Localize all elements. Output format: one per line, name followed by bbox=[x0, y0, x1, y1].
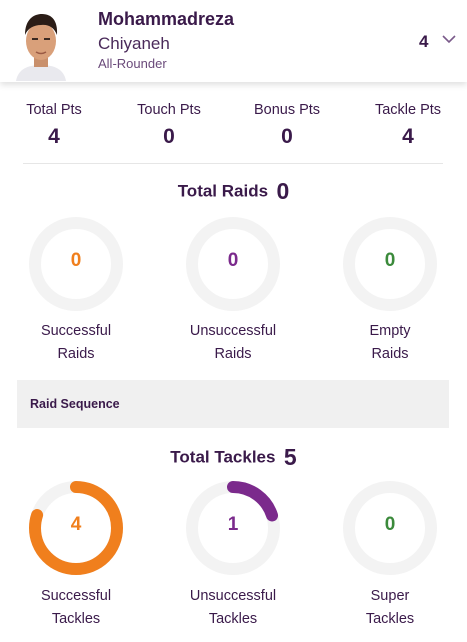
touch-pts-stat: Touch Pts 0 bbox=[128, 102, 210, 149]
caption-line: Successful bbox=[40, 323, 112, 339]
section-total: 0 bbox=[276, 178, 290, 204]
stat-value: 4 bbox=[402, 125, 414, 148]
donut-arc bbox=[186, 481, 280, 575]
divider bbox=[23, 163, 443, 164]
tackle-pts-stat: Tackle Pts 4 bbox=[366, 102, 450, 149]
caption-line: Raids bbox=[57, 346, 95, 362]
chevron-down-icon[interactable] bbox=[441, 32, 457, 50]
donut-ring bbox=[343, 481, 437, 575]
caption-line: Raids bbox=[214, 346, 252, 362]
unsuccessful-raids-donut: 0 bbox=[183, 214, 283, 314]
raid-sequence-panel[interactable]: Raid Sequence bbox=[17, 380, 449, 428]
empty-raids-caption: Empty Raids bbox=[330, 320, 450, 366]
super-tackles-donut: 0 bbox=[340, 478, 440, 578]
stat-label: Touch Pts bbox=[137, 102, 201, 118]
successful-tackles-caption: Successful Tackles bbox=[16, 585, 136, 631]
donut-value: 1 bbox=[227, 514, 239, 535]
unsuccessful-tackles-caption: Unsuccessful Tackles bbox=[173, 585, 293, 631]
successful-tackles-donut: 4 bbox=[26, 478, 126, 578]
caption-line: Tackles bbox=[208, 611, 258, 627]
points-row: Total Pts 4 Touch Pts 0 Bonus Pts 0 Tack… bbox=[0, 102, 467, 154]
stat-label: Tackle Pts bbox=[374, 102, 442, 118]
total-tackles-heading: Total Tackles 5 bbox=[0, 444, 467, 471]
total-raids-heading: Total Raids 0 bbox=[0, 178, 467, 205]
donut-value: 4 bbox=[70, 514, 82, 535]
caption-line: Super bbox=[370, 588, 410, 604]
player-last-name: Chiyaneh bbox=[98, 34, 170, 53]
donut-value: 0 bbox=[384, 250, 396, 271]
donut-ring bbox=[186, 481, 280, 575]
empty-raids-donut: 0 bbox=[340, 214, 440, 314]
section-total: 5 bbox=[283, 444, 297, 470]
section-title: Total Tackles bbox=[170, 447, 276, 467]
unsuccessful-raids-caption: Unsuccessful Raids bbox=[173, 320, 293, 366]
donut-value: 0 bbox=[227, 250, 239, 271]
section-title: Total Raids bbox=[177, 181, 269, 201]
caption-line: Empty bbox=[369, 323, 411, 339]
player-header: Mohammadreza Chiyaneh All-Rounder 4 bbox=[0, 0, 467, 82]
raid-sequence-label: Raid Sequence bbox=[30, 397, 120, 411]
stat-label: Bonus Pts bbox=[253, 102, 321, 118]
caption-line: Tackles bbox=[51, 611, 101, 627]
player-first-name: Mohammadreza bbox=[98, 9, 235, 29]
donut-ring bbox=[29, 481, 123, 575]
donut-ring bbox=[29, 217, 123, 311]
stat-value: 4 bbox=[48, 125, 60, 148]
caption-line: Tackles bbox=[365, 611, 415, 627]
stat-label: Total Pts bbox=[26, 102, 82, 118]
caption-line: Successful bbox=[40, 588, 112, 604]
caption-line: Unsuccessful bbox=[189, 323, 277, 339]
donut-value: 0 bbox=[70, 250, 82, 271]
donut-ring bbox=[186, 217, 280, 311]
donut-value: 0 bbox=[384, 514, 396, 535]
super-tackles-caption: Super Tackles bbox=[330, 585, 450, 631]
caption-line: Unsuccessful bbox=[189, 588, 277, 604]
total-pts-stat: Total Pts 4 bbox=[14, 102, 94, 149]
jersey-number[interactable]: 4 bbox=[419, 32, 429, 51]
donut-arc bbox=[29, 481, 123, 575]
donut-ring bbox=[343, 217, 437, 311]
player-role: All-Rounder bbox=[98, 56, 167, 71]
stat-value: 0 bbox=[163, 125, 175, 148]
successful-raids-caption: Successful Raids bbox=[16, 320, 136, 366]
player-avatar bbox=[12, 9, 70, 81]
unsuccessful-tackles-donut: 1 bbox=[183, 478, 283, 578]
caption-line: Raids bbox=[371, 346, 409, 362]
successful-raids-donut: 0 bbox=[26, 214, 126, 314]
bonus-pts-stat: Bonus Pts 0 bbox=[247, 102, 327, 149]
stat-value: 0 bbox=[281, 125, 293, 148]
